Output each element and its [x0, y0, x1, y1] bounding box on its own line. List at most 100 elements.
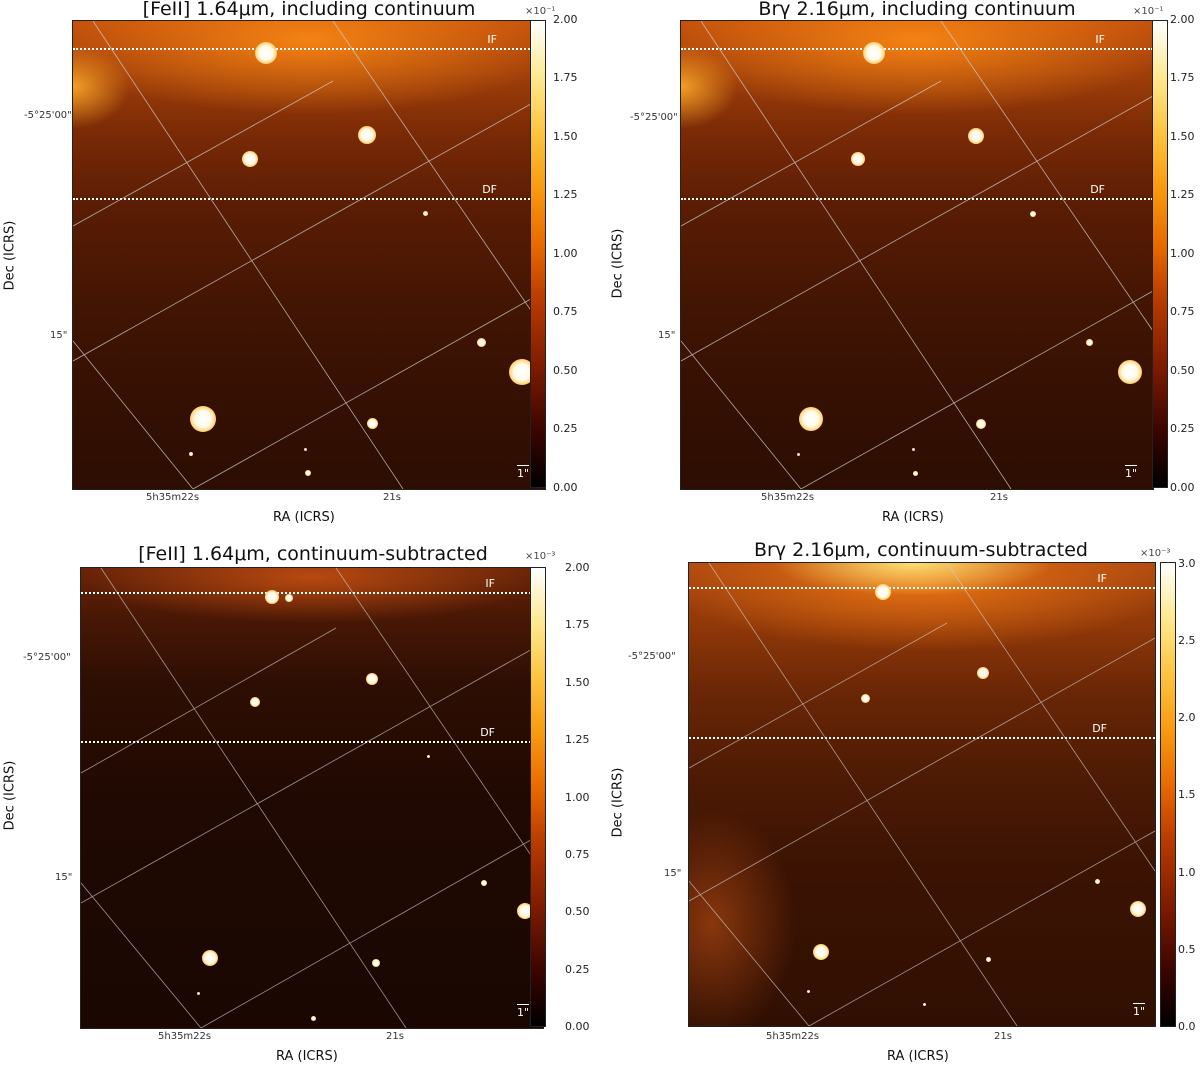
ra-tick: 21s: [383, 492, 401, 503]
df-label: DF: [1090, 183, 1105, 196]
star: [358, 126, 376, 144]
star: [1030, 211, 1036, 217]
if-label: IF: [487, 33, 497, 46]
x-axis-label: RA (ICRS): [887, 1049, 949, 1064]
dec-tick: -5°25'00": [628, 651, 676, 662]
panel-title: Brγ 2.16μm, continuum-subtracted: [754, 539, 1088, 561]
star: [255, 42, 277, 64]
star: [799, 407, 823, 431]
star: [1130, 901, 1146, 917]
x-axis-label: RA (ICRS): [273, 510, 335, 525]
scale-label: 1": [517, 1006, 530, 1019]
if-line: [81, 592, 543, 594]
scale-bar: [517, 1004, 529, 1005]
scale-bar: [1133, 1003, 1145, 1004]
star: [813, 944, 829, 960]
star: [861, 694, 870, 703]
colorbar-tick: 1.50: [565, 676, 590, 689]
colorbar-exponent: ×10⁻¹: [1133, 6, 1164, 17]
df-line: [681, 198, 1153, 200]
panel-title: [FeII] 1.64μm, including continuum: [142, 0, 476, 20]
ra-tick: 5h35m22s: [761, 492, 815, 503]
dec-tick: 15": [50, 330, 68, 341]
star: [311, 1016, 316, 1021]
scale-label: 1": [1133, 1005, 1146, 1018]
colorbar-tick: 2.5: [1178, 634, 1196, 647]
colorbar-tick: 1.5: [1178, 788, 1196, 801]
colorbar-tick: 1.0: [1178, 866, 1196, 879]
colorbar-exponent: ×10⁻³: [525, 551, 556, 562]
colorbar-tick: 1.00: [553, 247, 578, 260]
scale-bar: [1125, 465, 1137, 466]
colorbar-tick: 0.0: [1178, 1020, 1196, 1033]
star: [976, 419, 986, 429]
if-label: IF: [1097, 572, 1107, 585]
df-line: [689, 737, 1155, 739]
coordinate-grid: [73, 21, 545, 489]
star: [367, 418, 378, 429]
star: [986, 957, 991, 962]
ra-tick: 21s: [990, 492, 1008, 503]
x-axis-label: RA (ICRS): [882, 510, 944, 525]
if-line: [73, 48, 545, 50]
scale-bar: [517, 465, 529, 466]
colorbar-tick: 1.75: [1170, 71, 1195, 84]
colorbar-tick: 2.00: [553, 13, 578, 26]
colorbar: [1160, 562, 1176, 1027]
x-axis-label: RA (ICRS): [276, 1049, 338, 1064]
colorbar-tick: 0.50: [553, 364, 578, 377]
ra-tick: 5h35m22s: [766, 1031, 820, 1042]
if-label: IF: [485, 577, 495, 590]
star: [242, 151, 258, 167]
dec-tick: -5°25'00": [630, 112, 678, 123]
coordinate-grid: [681, 21, 1153, 489]
ra-tick: 5h35m22s: [158, 1031, 212, 1042]
colorbar: [530, 567, 546, 1027]
star: [202, 950, 218, 966]
y-axis-label: Dec (ICRS): [610, 228, 626, 299]
colorbar-exponent: ×10⁻¹: [525, 6, 556, 17]
star: [1086, 339, 1093, 346]
panel-title: [FeII] 1.64μm, continuum-subtracted: [138, 543, 488, 565]
colorbar-tick: 0.50: [1170, 364, 1195, 377]
star: [190, 406, 216, 432]
star: [875, 584, 891, 600]
dec-tick: 15": [658, 330, 676, 341]
coordinate-grid: [689, 563, 1155, 1026]
colorbar-tick: 0.00: [1170, 481, 1195, 494]
colorbar-tick: 0.25: [1170, 422, 1195, 435]
colorbar-tick: 1.00: [1170, 247, 1195, 260]
star: [1095, 879, 1100, 884]
colorbar: [1152, 20, 1168, 488]
colorbar-tick: 2.0: [1178, 711, 1196, 724]
y-axis-label: Dec (ICRS): [610, 767, 626, 838]
ra-tick: 5h35m22s: [146, 492, 200, 503]
colorbar-tick: 0.75: [1170, 305, 1195, 318]
dec-tick: -5°25'00": [23, 652, 71, 663]
dec-tick: -5°25'00": [24, 110, 72, 121]
panel-title: Brγ 2.16μm, including continuum: [758, 0, 1076, 20]
df-label: DF: [480, 726, 495, 739]
star: [923, 1003, 926, 1006]
if-line: [681, 48, 1153, 50]
star: [968, 128, 984, 144]
if-label: IF: [1095, 33, 1105, 46]
star: [265, 590, 279, 604]
colorbar-tick: 0.25: [553, 422, 578, 435]
star: [477, 338, 486, 347]
colorbar-exponent: ×10⁻³: [1140, 548, 1171, 559]
df-line: [73, 198, 545, 200]
colorbar-tick: 0.50: [565, 905, 590, 918]
star: [285, 594, 293, 602]
colorbar-tick: 3.0: [1178, 557, 1196, 570]
star: [423, 211, 428, 216]
star: [863, 42, 885, 64]
star: [197, 992, 200, 995]
star: [1118, 360, 1142, 384]
colorbar-tick: 0.75: [565, 848, 590, 861]
df-label: DF: [482, 183, 497, 196]
colorbar-tick: 1.50: [553, 130, 578, 143]
colorbar-tick: 0.5: [1178, 943, 1196, 956]
star: [913, 471, 918, 476]
colorbar-tick: 0.00: [565, 1020, 590, 1033]
